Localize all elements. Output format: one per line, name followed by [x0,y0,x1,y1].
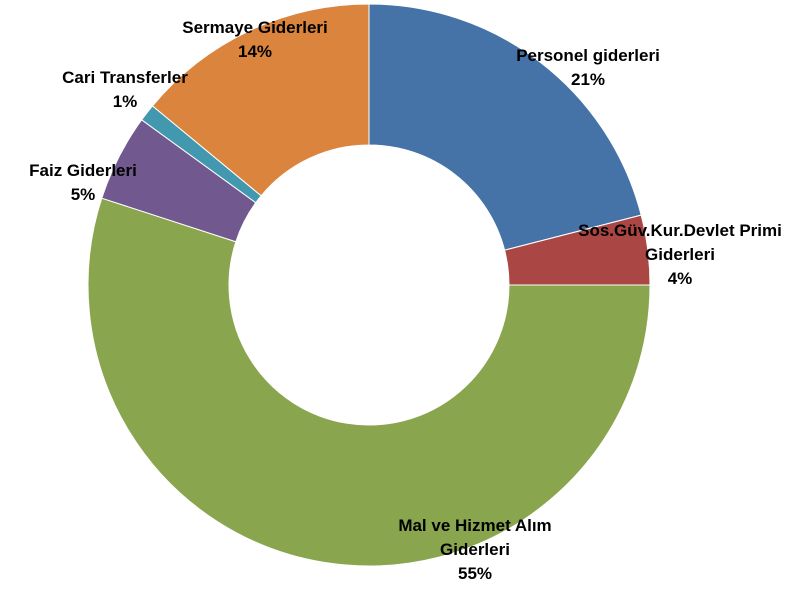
slice-label: Cari Transferler 1% [30,66,220,114]
value-label: 55% [457,564,493,583]
slice-label: Sos.Güv.Kur.Devlet Primi Giderleri 4% [573,219,788,291]
slice-label: Faiz Giderleri 5% [0,159,168,207]
slice-label: Sermaye Giderleri 14% [140,16,370,64]
category-name: Faiz Giderleri [29,161,137,180]
category-name: Sermaye Giderleri [182,18,328,37]
category-name: Personel giderleri [516,46,660,65]
value-label: 1% [112,92,138,111]
value-label: 4% [667,269,693,288]
donut-slice [151,3,370,197]
slice-label: Personel giderleri 21% [488,44,688,92]
slice-label: Mal ve Hizmet Alım Giderleri 55% [375,514,575,586]
value-label: 21% [570,70,606,89]
category-name: Cari Transferler [62,68,188,87]
donut-slice [87,197,651,567]
donut-slice [368,3,642,251]
category-name: Mal ve Hizmet Alım Giderleri [398,516,552,559]
value-label: 14% [237,42,273,61]
category-name: Sos.Güv.Kur.Devlet Primi Giderleri [578,221,782,264]
value-label: 5% [70,185,96,204]
